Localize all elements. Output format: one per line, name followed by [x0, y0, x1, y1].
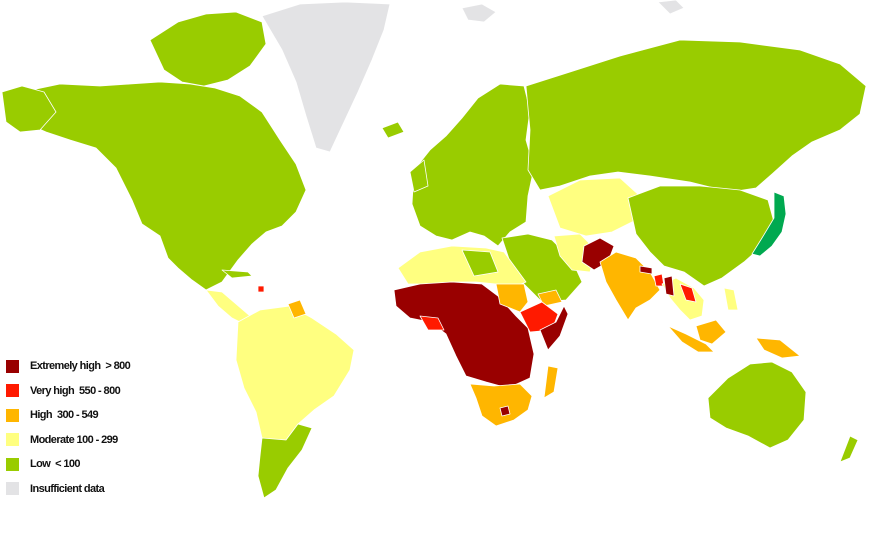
region-lesotho: [499, 405, 511, 417]
region-sudan: [495, 283, 529, 313]
region-greenland: [261, 1, 391, 153]
region-somalia: [539, 305, 569, 351]
region-australia: [707, 361, 807, 449]
region-europe: [411, 83, 535, 247]
region-myanmar: [663, 275, 675, 297]
region-haiti: [257, 285, 265, 293]
legend-item-insufficient-data: Insufficient data: [6, 477, 130, 502]
region-ghana-coast: [419, 315, 445, 331]
legend-label: Extremely high > 800: [30, 360, 131, 373]
region-libya: [461, 249, 499, 277]
region-russia: [525, 39, 867, 193]
legend-label: Insufficient data: [30, 482, 105, 495]
legend-label: Very high 550 - 800: [30, 384, 121, 397]
region-alaska: [1, 85, 57, 133]
legend-item-very-high: Very high 550 - 800: [6, 379, 130, 404]
legend-item-high: High 300 - 549: [6, 403, 130, 428]
legend-swatch: [6, 433, 19, 447]
region-franz-josef: [657, 0, 685, 15]
legend-swatch: [6, 482, 19, 496]
legend-swatch: [6, 384, 19, 398]
region-philippines: [723, 287, 739, 311]
region-central-asia: [547, 177, 641, 237]
legend-label: High 300 - 549: [30, 409, 99, 422]
legend-item-extremely-high: Extremely high > 800: [6, 354, 131, 379]
region-southern-africa: [469, 383, 533, 427]
region-guyana: [287, 299, 307, 319]
legend-label: Low < 100: [30, 458, 81, 471]
region-north-america: [13, 81, 307, 291]
region-nepal: [639, 265, 653, 275]
region-canadian-arctic: [149, 11, 267, 87]
region-indonesia: [667, 325, 715, 353]
region-uk: [409, 159, 429, 193]
legend-swatch: [6, 408, 19, 422]
region-new-zealand: [839, 435, 859, 463]
legend-item-moderate: Moderate 100 - 299: [6, 428, 130, 453]
region-south-asia: [599, 251, 661, 321]
region-borneo: [695, 319, 727, 345]
region-ethiopia: [519, 301, 559, 333]
legend-label: Moderate 100 - 299: [30, 433, 118, 446]
region-south-america-low: [257, 423, 313, 499]
region-png: [755, 337, 801, 359]
legend-swatch: [6, 359, 19, 373]
region-laos-cambodia: [679, 283, 697, 303]
region-madagascar: [543, 365, 559, 399]
legend-item-low: Low < 100: [6, 452, 130, 477]
region-svalbard: [461, 3, 497, 23]
region-japan: [751, 191, 787, 257]
region-china-east-asia: [627, 185, 775, 287]
region-cuba: [221, 269, 253, 279]
legend-swatch: [6, 457, 19, 471]
region-iceland: [381, 121, 405, 139]
map-legend: Extremely high > 800 Very high 550 - 800 H…: [6, 354, 131, 502]
